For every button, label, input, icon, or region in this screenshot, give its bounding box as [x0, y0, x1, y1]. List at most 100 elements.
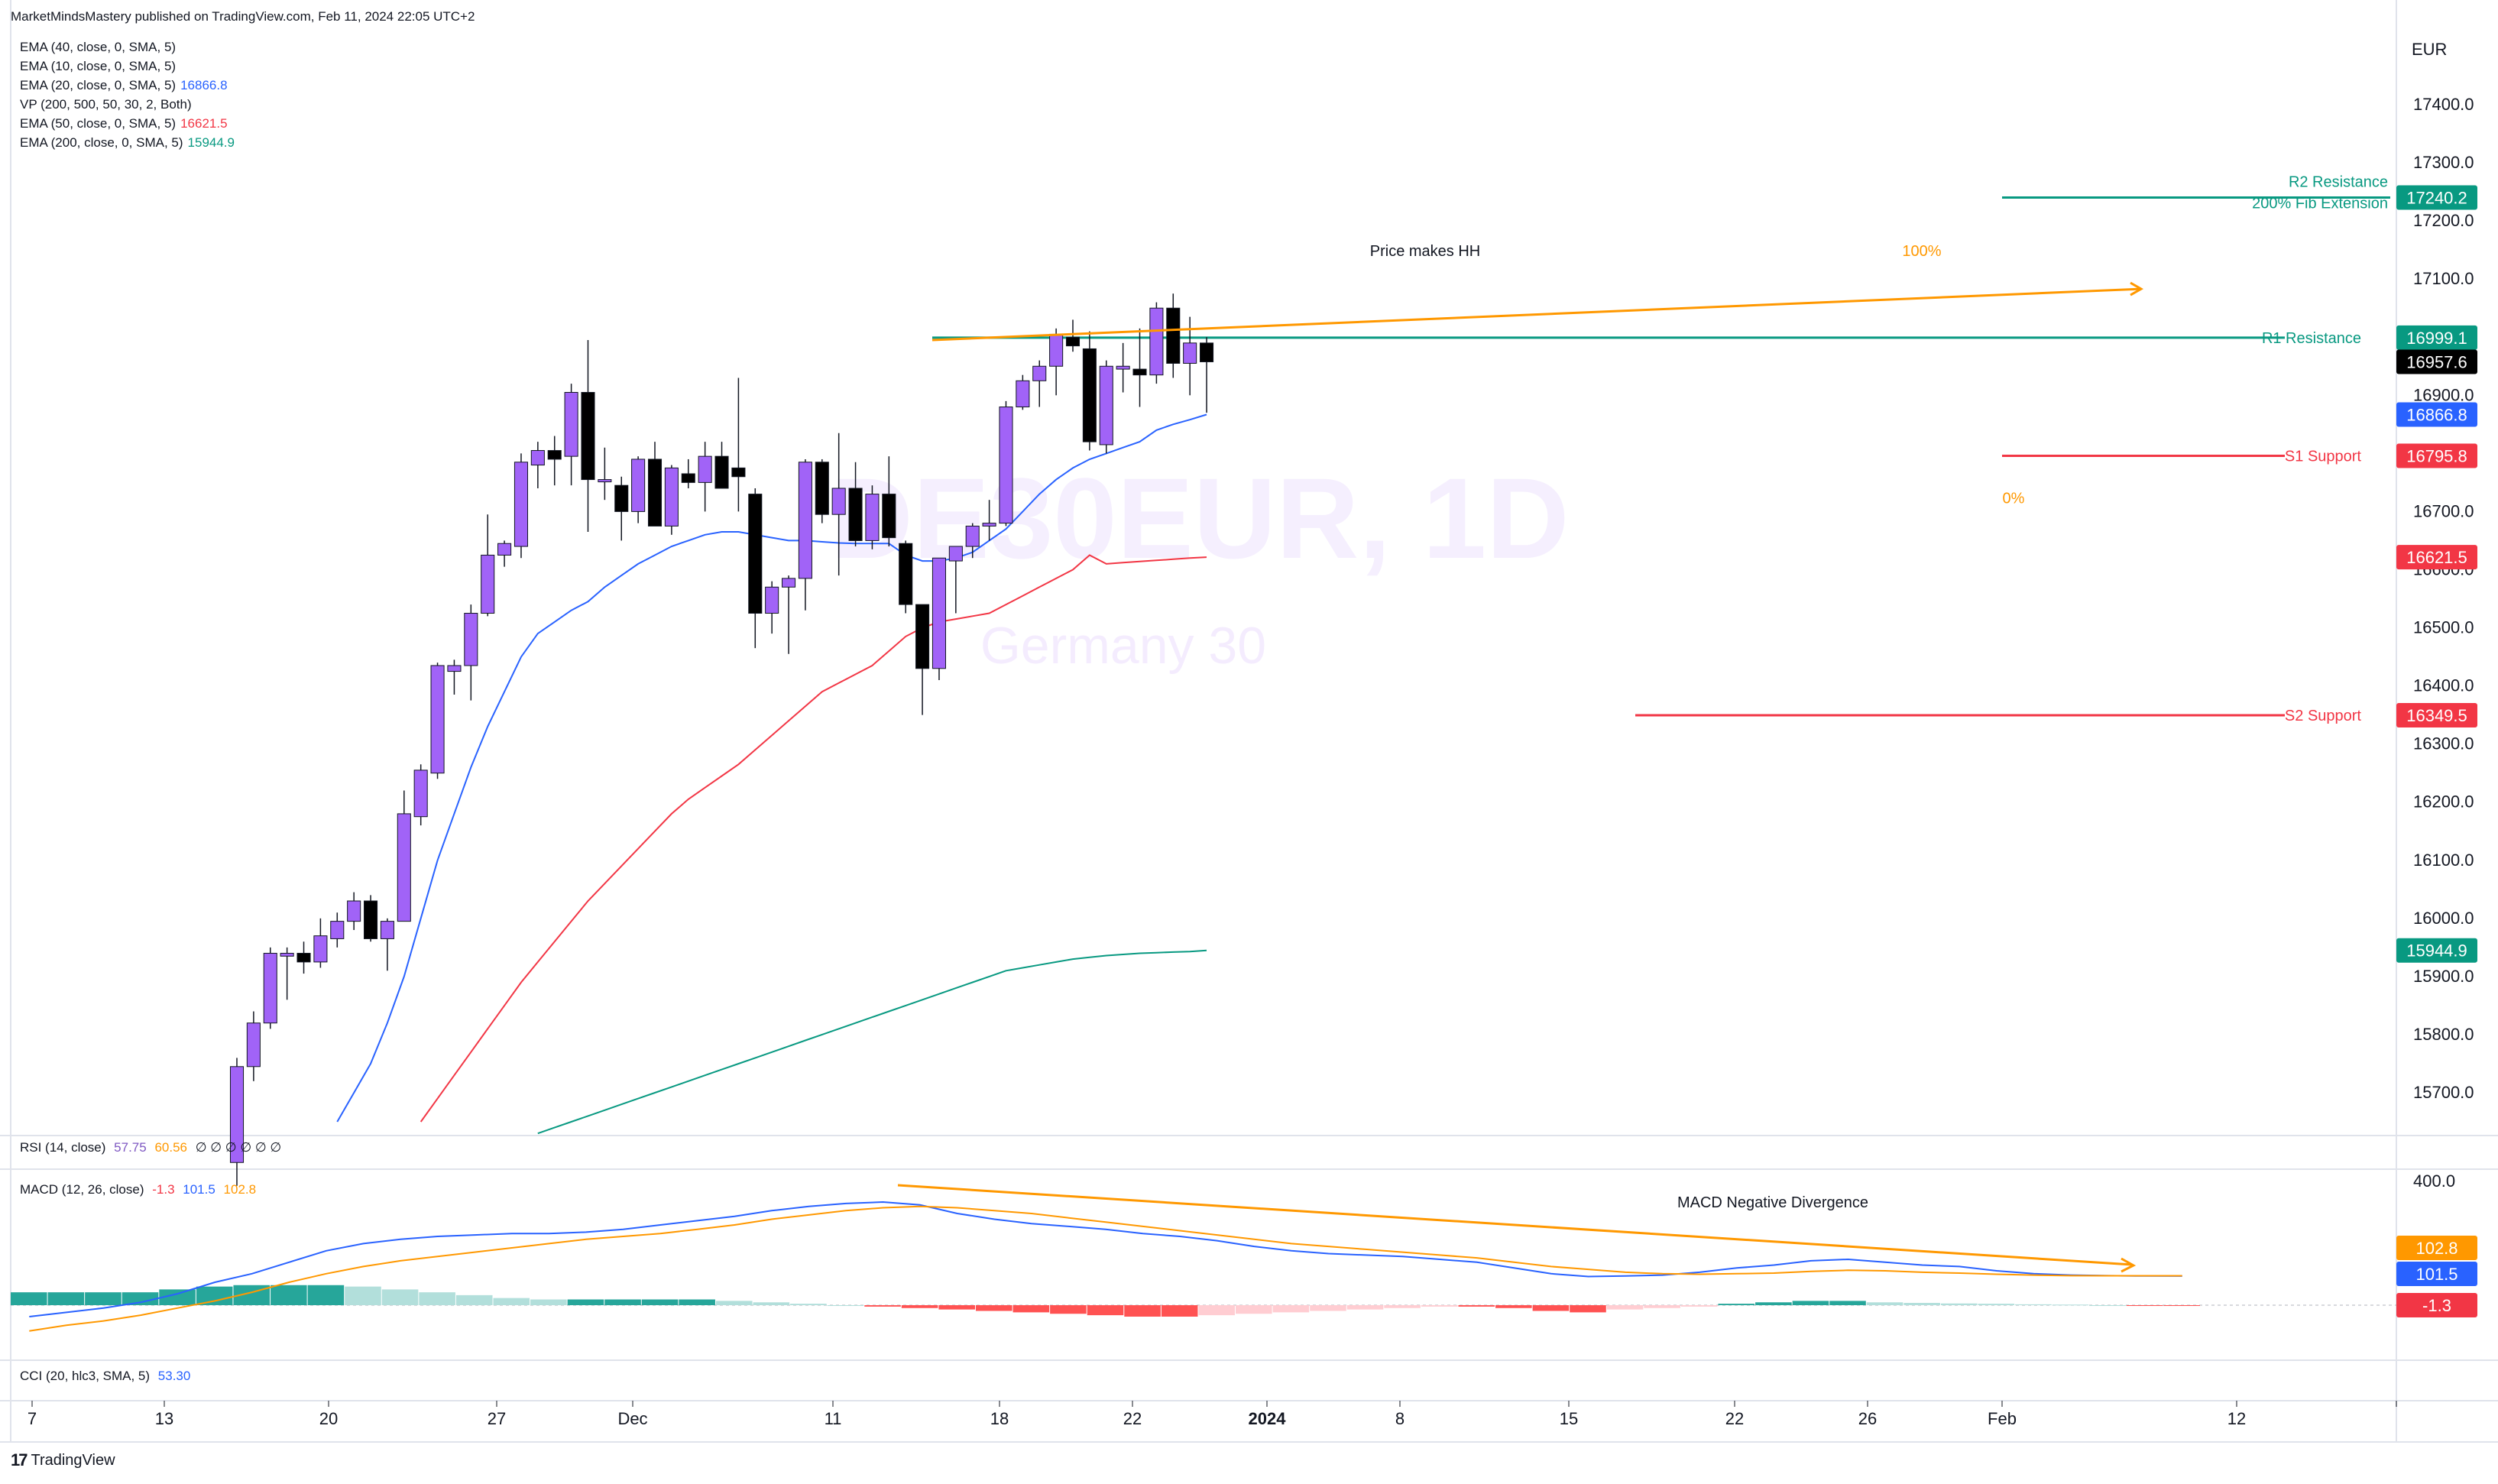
price-label-text: 15944.9: [2406, 941, 2467, 961]
price-label-tag: [2396, 325, 2477, 350]
macd-histogram-bar: [1384, 1305, 1421, 1308]
macd-histogram-bar: [1718, 1304, 1755, 1305]
candle-bear: [581, 391, 595, 481]
candle-bull: [464, 613, 478, 666]
macd-histogram-bar: [1346, 1305, 1384, 1310]
candle-bear: [731, 467, 746, 478]
currency-label[interactable]: EUR: [2412, 40, 2448, 59]
candle-bull: [999, 407, 1013, 524]
legend-row-label: EMA (10, close, 0, SMA, 5): [20, 59, 177, 73]
macd-histogram-bar: [1570, 1305, 1606, 1313]
macd-histogram-bar: [790, 1304, 827, 1305]
macd-histogram-bar: [1866, 1302, 1903, 1305]
candle-bear: [647, 458, 663, 527]
macd-histogram-bar: [1903, 1303, 1940, 1305]
candle-bull: [931, 557, 946, 669]
legend-row[interactable]: EMA (40, close, 0, SMA, 5): [20, 40, 176, 55]
macd-histogram-bar: [2052, 1304, 2089, 1306]
candle-bull: [982, 523, 996, 527]
candle-bull: [664, 467, 679, 527]
price-label-text: 16866.8: [2406, 406, 2467, 425]
price-label-tag: [2396, 938, 2477, 963]
cci-legend: CCI (20, hlc3, SMA, 5) 53.30: [20, 1369, 190, 1384]
price-tick-label: 15800.0: [2413, 1025, 2474, 1044]
macd-line: [29, 1200, 2182, 1317]
hh-annotation: Price makes HH: [1370, 243, 1480, 260]
candle-bull: [347, 900, 361, 922]
candle-bull: [1016, 380, 1030, 408]
price-tick-label: 16200.0: [2413, 792, 2474, 812]
candle-bear: [364, 900, 378, 939]
candle-bull: [831, 488, 846, 515]
legend-row-label: VP (200, 500, 50, 30, 2, Both): [20, 97, 192, 112]
macd-histogram-bar: [271, 1285, 307, 1305]
candle-bull: [865, 494, 880, 541]
rsi-value-2: 60.56: [154, 1140, 187, 1155]
legend-row[interactable]: EMA (10, close, 0, SMA, 5): [20, 59, 176, 74]
price-tick-label: 16500.0: [2413, 618, 2474, 637]
candle-bull: [564, 391, 578, 457]
macd-value-text: -1.3: [2422, 1296, 2451, 1315]
price-label-text: 16349.5: [2406, 706, 2467, 725]
candle-bear: [915, 604, 930, 669]
macd-histogram-bar: [604, 1299, 641, 1305]
tradingview-logo[interactable]: 17 TradingView: [11, 1450, 115, 1470]
price-label-tag: [2396, 545, 2477, 570]
macd-histogram-bar: [1087, 1305, 1124, 1316]
price-tick-label: 17100.0: [2413, 269, 2474, 288]
legend-row[interactable]: VP (200, 500, 50, 30, 2, Both): [20, 97, 192, 112]
price-tick-label: 15700.0: [2413, 1083, 2474, 1102]
macd-histogram-bar: [1792, 1301, 1829, 1305]
candle-bear: [899, 543, 913, 605]
macd-histogram-bar: [975, 1305, 1012, 1311]
time-tick-label: 27: [488, 1409, 506, 1428]
macd-histogram-bar: [1606, 1305, 1644, 1310]
macd-legend-label: MACD (12, 26, close): [20, 1182, 144, 1197]
candle-bear: [1065, 336, 1081, 347]
macd-histogram-bar: [1310, 1305, 1346, 1311]
time-tick-label: 13: [155, 1409, 173, 1428]
macd-histogram-bar: [1978, 1304, 2015, 1305]
ema-line: [537, 949, 1207, 1135]
legend-row-value: 16866.8: [180, 78, 228, 92]
macd-histogram-bar: [901, 1305, 938, 1308]
candle-bear: [614, 484, 629, 512]
macd-value-text: 101.5: [2415, 1265, 2458, 1284]
macd-histogram-bar: [196, 1286, 233, 1305]
candle-bear: [547, 450, 562, 460]
legend-row[interactable]: EMA (20, close, 0, SMA, 5) 16866.8: [20, 78, 228, 93]
legend-row[interactable]: EMA (200, close, 0, SMA, 5) 15944.9: [20, 135, 235, 151]
price-tick-label: 16700.0: [2413, 501, 2474, 520]
trendline-arrowhead: [2130, 281, 2144, 296]
publisher-info: MarketMindsMastery published on TradingV…: [11, 9, 475, 24]
macd-histogram-bar: [864, 1305, 901, 1307]
price-label-tag: [2396, 443, 2477, 468]
price-tick-label: 16400.0: [2413, 676, 2474, 695]
time-tick-label: 22: [1725, 1409, 1744, 1428]
macd-histogram-bar: [85, 1292, 121, 1305]
macd-histogram-bar: [567, 1299, 604, 1305]
candle-bear: [1200, 342, 1214, 362]
macd-histogram-bar: [455, 1294, 493, 1305]
price-tick-label: 15900.0: [2413, 967, 2474, 986]
legend-row[interactable]: EMA (50, close, 0, SMA, 5) 16621.5: [20, 116, 228, 131]
price-tick-label: 16900.0: [2413, 385, 2474, 404]
macd-value-tag: [2396, 1293, 2477, 1317]
price-tick-label: 17200.0: [2413, 211, 2474, 230]
price-label-text: 16621.5: [2406, 548, 2467, 567]
macd-histogram-bar: [1236, 1305, 1272, 1314]
candle-bull: [430, 665, 445, 774]
candle-bear: [681, 473, 695, 483]
price-label-text: 16795.8: [2406, 447, 2467, 466]
candle-bull: [397, 813, 411, 922]
ema-line: [420, 554, 1207, 1123]
candle-bull: [481, 554, 495, 614]
watermark-name: Germany 30: [980, 617, 1266, 675]
candle-bear: [1132, 368, 1147, 376]
candle-bear: [748, 494, 763, 614]
candle-bull: [1049, 333, 1064, 367]
candle-bear: [848, 488, 863, 541]
r1-resistance-label: R1 Resistance: [2262, 330, 2361, 347]
s2-support-label: S2 Support: [2285, 708, 2362, 724]
